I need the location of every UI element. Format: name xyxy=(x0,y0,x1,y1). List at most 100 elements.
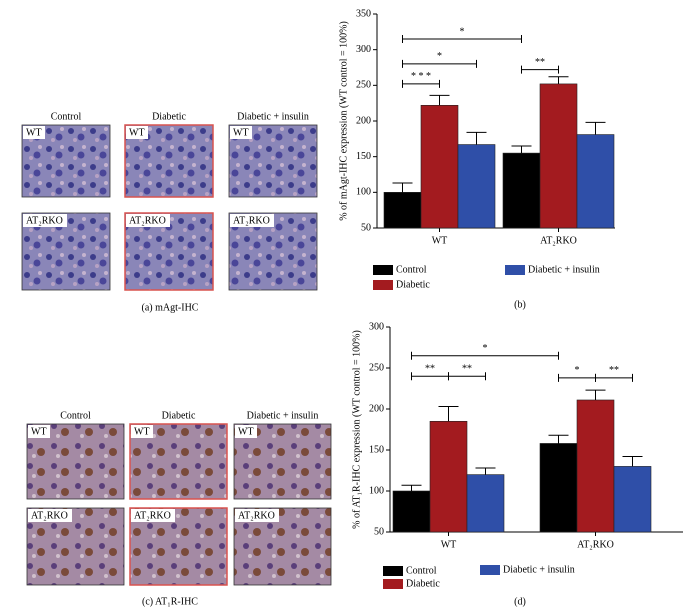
bar xyxy=(457,144,496,229)
column-label: Diabetic + insulin xyxy=(247,410,319,421)
y-tick-label: 100 xyxy=(356,187,371,198)
error-bar xyxy=(438,406,459,422)
panel-caption: (c) AT₁R-IHC xyxy=(142,596,198,607)
row-label: AT₂RKO xyxy=(238,510,275,521)
significance-bracket xyxy=(402,79,440,88)
y-tick-label: 350 xyxy=(356,8,371,19)
significance-bracket xyxy=(595,373,633,382)
legend-label: Diabetic xyxy=(406,578,440,589)
y-axis-label: % of mAgt-IHC expression (WT control = 1… xyxy=(338,21,349,221)
y-tick-label: 300 xyxy=(356,44,371,55)
x-tick-label: WT xyxy=(432,235,448,246)
row-label: WT xyxy=(26,127,42,138)
row-label: WT xyxy=(31,426,47,437)
bar xyxy=(576,399,615,533)
y-tick-label: 100 xyxy=(369,485,384,496)
bar xyxy=(420,105,459,229)
bar xyxy=(613,466,652,533)
y-axis-label: % of AT₁R-IHC expression (WT control = 1… xyxy=(351,330,362,529)
y-tick-label: 300 xyxy=(369,321,384,332)
significance-label: * xyxy=(575,365,580,376)
bar xyxy=(502,152,541,229)
bar xyxy=(392,490,431,533)
significance-bracket xyxy=(411,351,559,360)
column-label: Diabetic + insulin xyxy=(237,111,309,122)
column-label: Diabetic xyxy=(152,111,186,122)
label-box xyxy=(23,214,67,227)
significance-label: * xyxy=(483,343,488,354)
y-tick-label: 150 xyxy=(369,444,384,455)
label-box xyxy=(131,425,153,438)
label-box xyxy=(28,425,50,438)
significance-label: ** xyxy=(535,57,545,68)
error-bar xyxy=(585,389,606,400)
error-bar xyxy=(511,145,532,154)
panel-caption: (a) mAgt-IHC xyxy=(142,302,199,313)
significance-label: * * * xyxy=(411,71,431,82)
error-bar xyxy=(466,131,487,145)
x-tick-label: AT₂RKO xyxy=(540,235,577,246)
y-tick-label: 200 xyxy=(356,115,371,126)
legend-swatch xyxy=(480,565,500,575)
significance-label: ** xyxy=(609,365,619,376)
error-bar xyxy=(548,434,569,444)
significance-label: ** xyxy=(462,363,472,374)
y-tick-label: 250 xyxy=(369,362,384,373)
legend-label: Control xyxy=(396,264,427,275)
legend-swatch xyxy=(373,280,393,290)
column-label: Control xyxy=(51,111,82,122)
error-bar xyxy=(548,76,569,84)
y-tick-label: 50 xyxy=(374,526,384,537)
label-box xyxy=(23,126,45,139)
y-tick-label: 200 xyxy=(369,403,384,414)
legend-label: Diabetic + insulin xyxy=(503,564,575,575)
y-tick-label: 250 xyxy=(356,80,371,91)
significance-bracket xyxy=(402,59,477,68)
label-box xyxy=(230,126,252,139)
label-box xyxy=(230,214,274,227)
significance-label: * xyxy=(460,26,465,37)
row-label: WT xyxy=(134,426,150,437)
row-label: AT₂RKO xyxy=(31,510,68,521)
significance-bracket xyxy=(521,65,559,74)
legend-swatch xyxy=(383,579,403,589)
bar xyxy=(539,443,578,533)
error-bar xyxy=(585,121,606,135)
label-box xyxy=(126,214,170,227)
column-label: Diabetic xyxy=(162,410,196,421)
bar xyxy=(429,420,468,533)
significance-label: * xyxy=(437,51,442,62)
label-box xyxy=(28,509,72,522)
row-label: AT₂RKO xyxy=(233,215,270,226)
bar xyxy=(539,83,578,229)
error-bar xyxy=(392,182,413,193)
bar xyxy=(466,474,505,533)
legend-label: Diabetic + insulin xyxy=(528,264,600,275)
row-label: AT₂RKO xyxy=(26,215,63,226)
significance-label: ** xyxy=(425,363,435,374)
bar xyxy=(576,134,615,229)
row-label: WT xyxy=(129,127,145,138)
significance-bracket xyxy=(448,372,486,381)
label-box xyxy=(235,509,279,522)
legend-label: Diabetic xyxy=(396,279,430,290)
row-label: AT₂RKO xyxy=(134,510,171,521)
error-bar xyxy=(401,484,422,491)
y-tick-label: 50 xyxy=(361,222,371,233)
error-bar xyxy=(475,467,496,475)
row-label: WT xyxy=(233,127,249,138)
legend-swatch xyxy=(383,566,403,576)
legend-swatch xyxy=(373,265,393,275)
chart-caption: (b) xyxy=(514,299,526,310)
x-tick-label: AT₂RKO xyxy=(577,539,614,550)
label-box xyxy=(126,126,148,139)
label-box xyxy=(131,509,175,522)
x-tick-label: WT xyxy=(441,539,457,550)
column-label: Control xyxy=(60,410,91,421)
significance-bracket xyxy=(402,34,522,43)
error-bar xyxy=(429,94,450,106)
legend-swatch xyxy=(505,265,525,275)
bar xyxy=(383,192,422,229)
legend-label: Control xyxy=(406,565,437,576)
